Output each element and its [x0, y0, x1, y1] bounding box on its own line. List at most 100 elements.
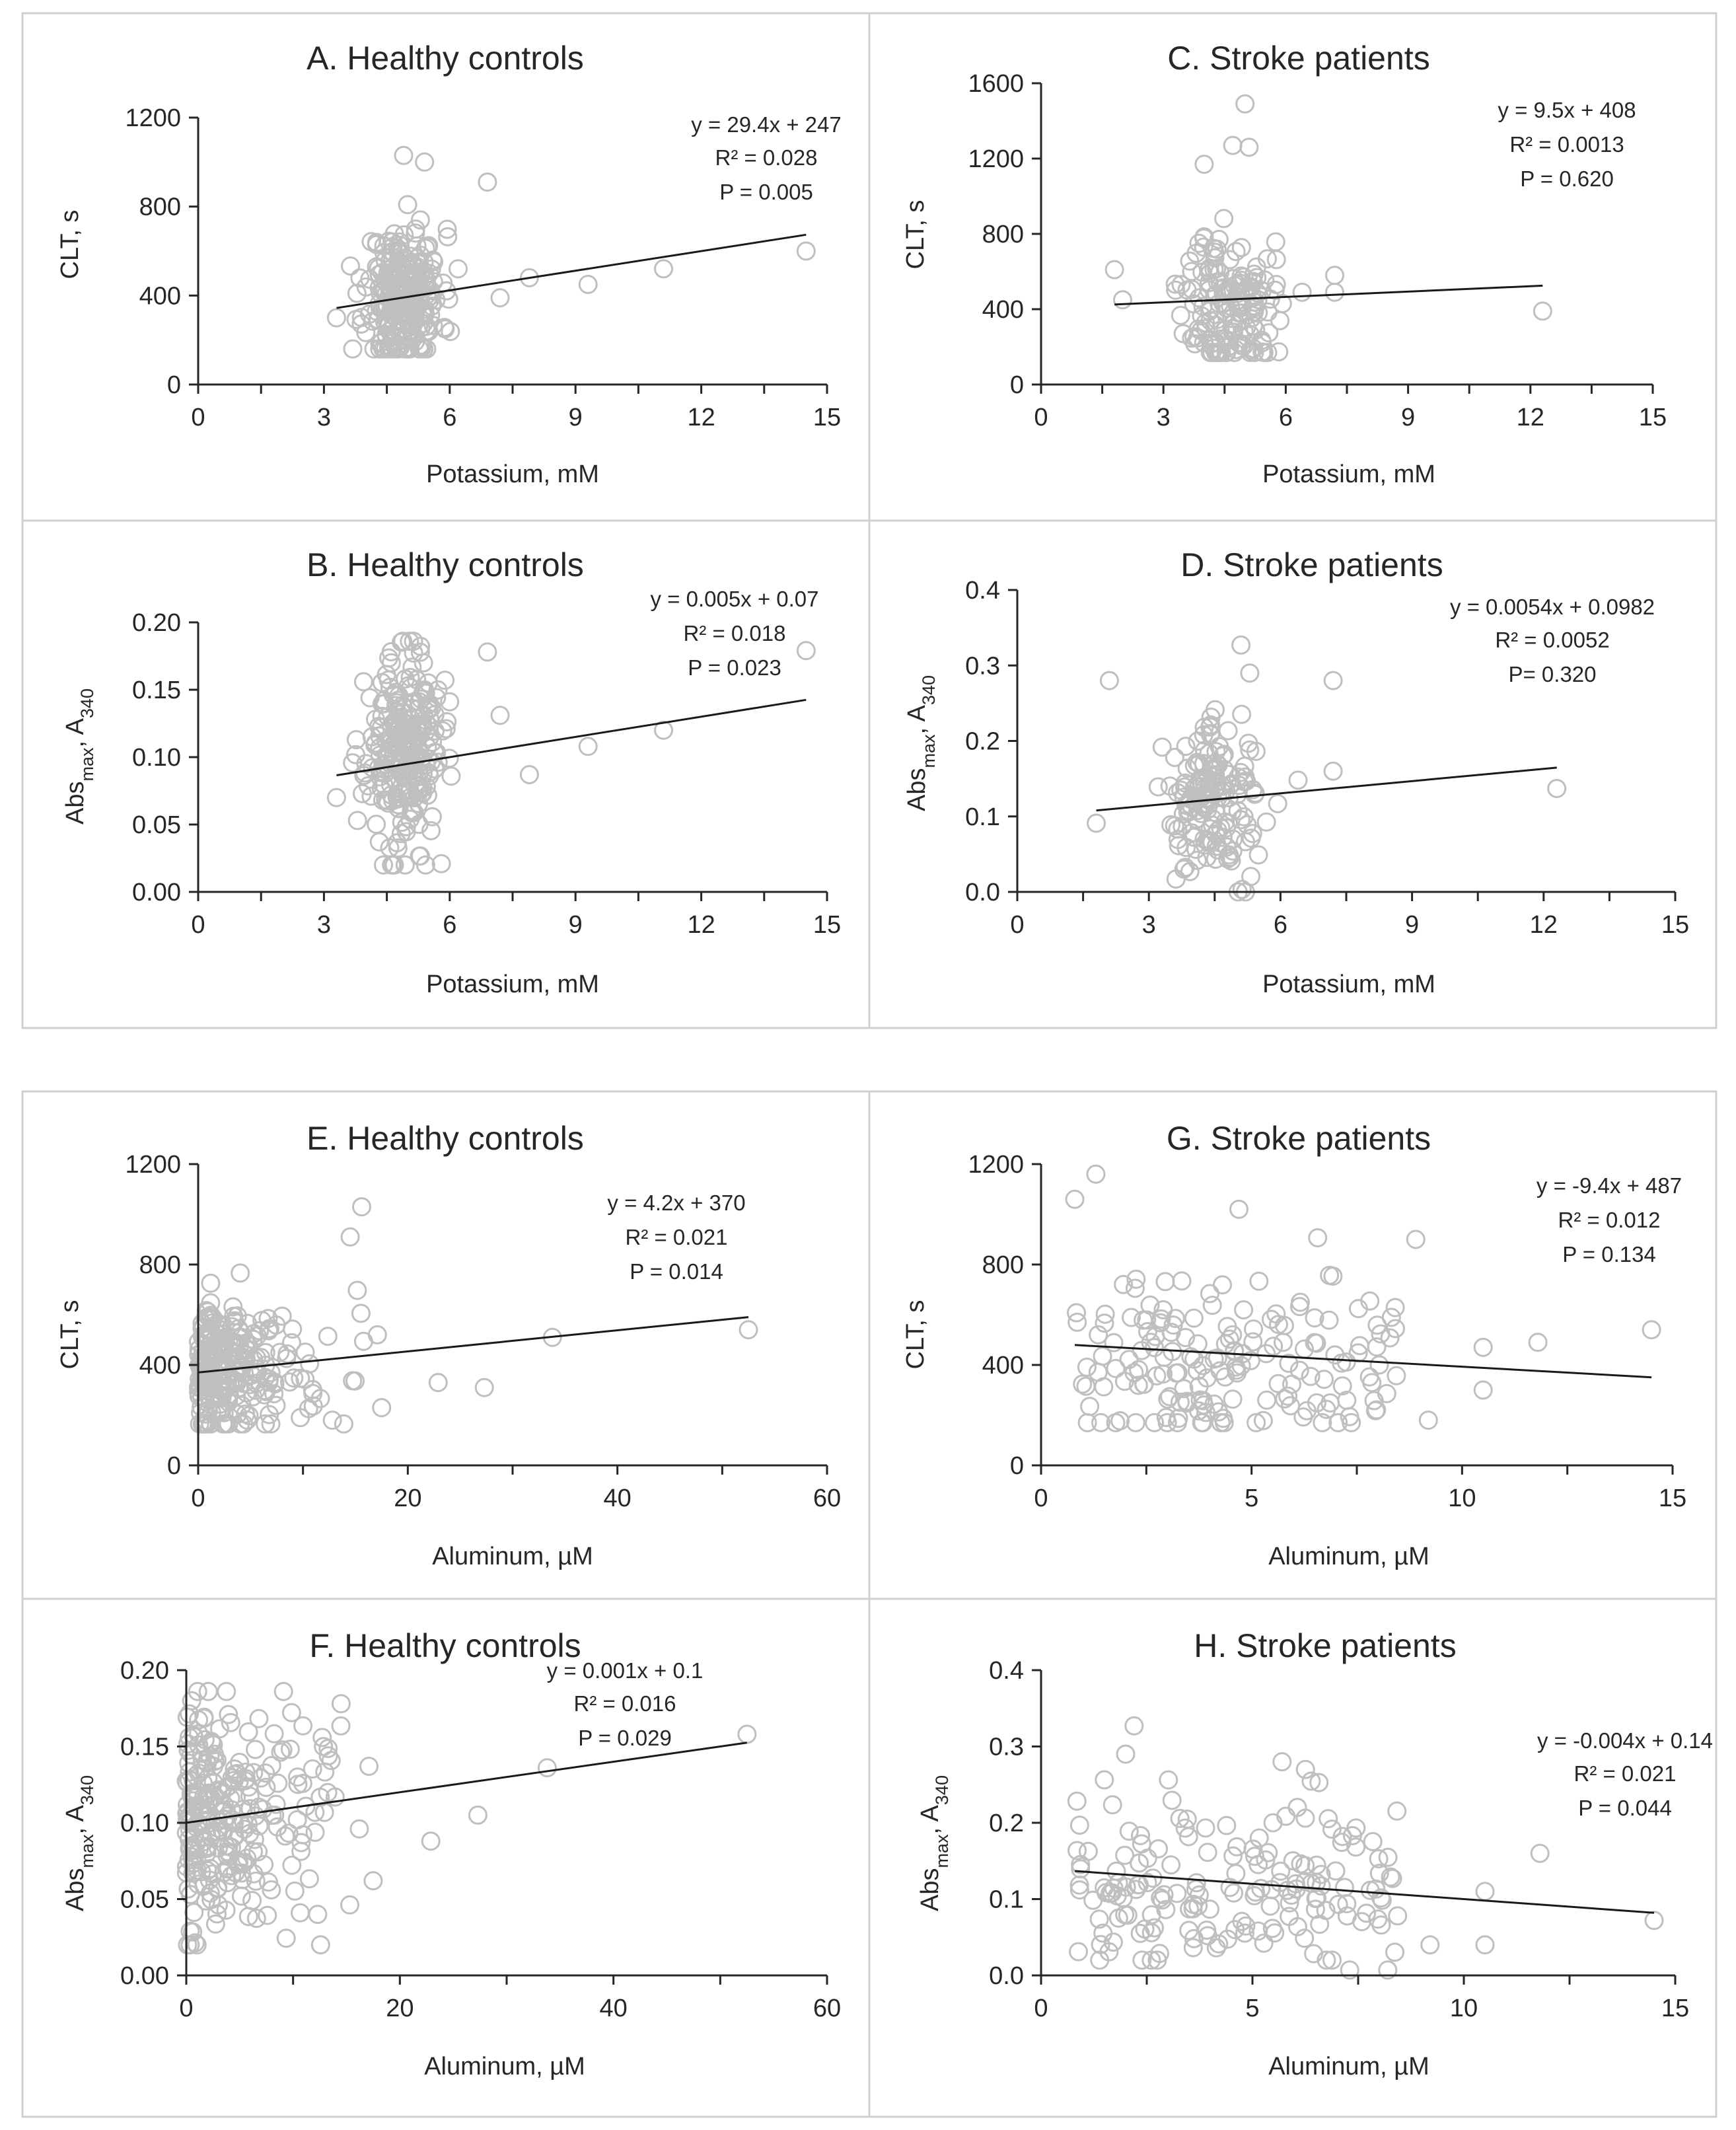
data-point	[265, 1805, 285, 1825]
data-point	[1323, 761, 1343, 781]
data-point	[1215, 1367, 1235, 1387]
x-tick-label: 20	[394, 1485, 421, 1512]
data-point	[1381, 1307, 1401, 1327]
data-point	[1336, 1352, 1356, 1372]
x-tick-label: 9	[1401, 404, 1415, 431]
data-point	[1307, 1855, 1326, 1875]
data-point	[1207, 778, 1227, 797]
x-tick-label: 60	[813, 1485, 841, 1512]
data-point	[249, 1708, 269, 1728]
y-tick-label: 0.05	[132, 811, 181, 839]
frame-H	[868, 1598, 1718, 2118]
y-label-sub: max	[77, 747, 97, 782]
data-point	[419, 322, 439, 342]
data-point	[1184, 1895, 1203, 1914]
data-point	[242, 1891, 262, 1911]
chart-panel-F: F. Healthy controls 0 20 40 600.000.050.100…	[61, 1627, 841, 2080]
y-tick-label: 1200	[125, 1151, 181, 1179]
regression-equation: y = 29.4x + 247	[691, 112, 842, 137]
data-point	[202, 1789, 222, 1809]
data-point	[1119, 1821, 1139, 1841]
data-point	[244, 1864, 264, 1884]
data-point	[215, 1414, 235, 1434]
data-point	[216, 1900, 236, 1920]
data-point	[1240, 663, 1260, 683]
data-point	[256, 1777, 276, 1797]
x-tick-label: 15	[1659, 1485, 1686, 1512]
data-point	[1231, 238, 1251, 258]
data-point	[249, 1797, 269, 1817]
data-point	[343, 753, 363, 773]
data-point	[1387, 1801, 1407, 1821]
data-point	[1116, 1744, 1136, 1764]
data-point	[1197, 848, 1217, 867]
data-point	[1387, 1366, 1406, 1385]
data-point	[210, 1394, 230, 1414]
p-value: P = 0.029	[578, 1726, 672, 1750]
y-tick-label: 400	[139, 282, 181, 310]
data-point	[419, 709, 439, 729]
chart-title: G. Stroke patients	[1167, 1120, 1431, 1157]
x-axis-label: Aluminum, µM	[1268, 2053, 1429, 2080]
data-point	[386, 696, 406, 716]
data-point	[303, 1396, 323, 1416]
data-point	[285, 1881, 305, 1901]
data-point	[1151, 1313, 1171, 1333]
data-point	[1385, 1942, 1404, 1962]
data-point	[1272, 294, 1292, 313]
data-point	[1275, 1389, 1295, 1409]
data-point	[315, 1762, 335, 1782]
data-point	[179, 1753, 199, 1773]
trend-line	[198, 1316, 749, 1374]
x-tick-label: 9	[569, 404, 583, 431]
data-point	[1175, 858, 1195, 877]
data-point	[1234, 1300, 1254, 1320]
data-point	[1065, 1189, 1085, 1209]
data-point	[1220, 1878, 1240, 1897]
data-point	[1288, 770, 1308, 790]
y-tick-label: 800	[982, 1251, 1024, 1279]
data-point	[201, 1890, 221, 1909]
data-point	[343, 1371, 363, 1391]
data-point	[282, 1855, 302, 1875]
data-point	[1069, 1942, 1088, 1962]
data-point	[1315, 1370, 1334, 1389]
data-point	[1357, 1903, 1377, 1923]
data-point	[1176, 737, 1196, 756]
data-point	[277, 1344, 297, 1364]
data-point	[1231, 635, 1251, 655]
data-point	[232, 1327, 251, 1347]
data-point	[1107, 1886, 1127, 1906]
data-point	[1181, 1347, 1201, 1367]
p-value: P = 0.134	[1562, 1242, 1656, 1267]
data-point	[1095, 1313, 1114, 1333]
data-point	[1210, 343, 1230, 362]
data-point	[1126, 1413, 1145, 1432]
y-label-rest: , A	[916, 1804, 944, 1834]
data-point	[1186, 1873, 1206, 1893]
x-tick-label: 0	[1034, 1995, 1048, 2022]
data-point	[1368, 1909, 1388, 1929]
data-point	[1346, 1837, 1366, 1857]
data-point	[360, 688, 380, 708]
data-point	[281, 1703, 301, 1722]
data-point	[178, 1734, 198, 1754]
data-point	[1369, 1849, 1389, 1868]
data-point	[1135, 1919, 1155, 1939]
data-point	[1202, 1296, 1222, 1315]
data-point	[261, 1414, 281, 1434]
data-point	[654, 259, 673, 279]
data-point	[194, 1786, 214, 1806]
data-point	[192, 1750, 212, 1770]
y-tick-label: 0.10	[120, 1810, 169, 1837]
data-point	[1161, 1855, 1181, 1875]
data-point	[1213, 1275, 1232, 1295]
data-point	[1067, 1791, 1087, 1811]
regression-equation: y = 0.005x + 0.07	[650, 587, 818, 611]
data-point	[223, 1297, 243, 1317]
data-point	[796, 241, 816, 261]
data-point	[197, 1810, 217, 1830]
data-points	[326, 145, 816, 359]
data-point	[1159, 1770, 1178, 1790]
data-point	[1320, 1393, 1340, 1413]
